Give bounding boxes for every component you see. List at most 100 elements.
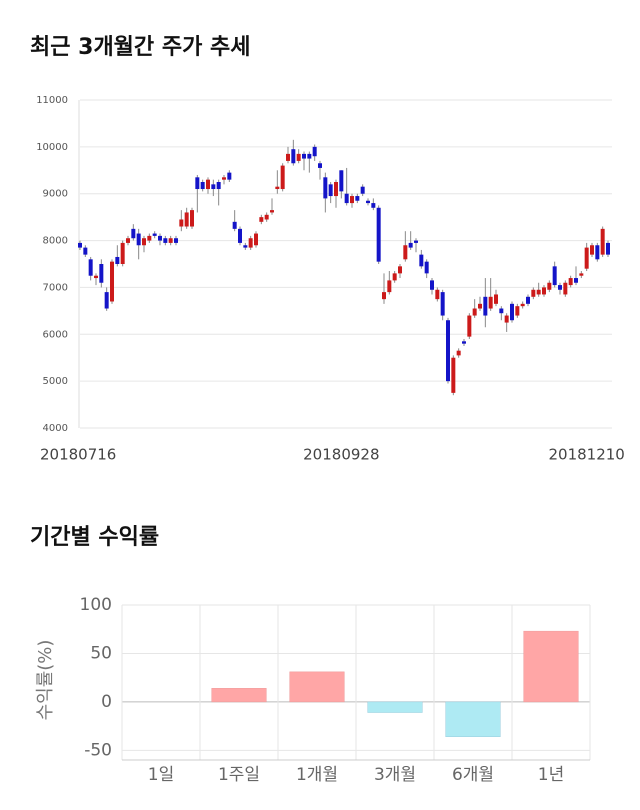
y-axis-label: 수익률(%) xyxy=(35,640,56,721)
candle-body xyxy=(472,308,477,316)
candle-body xyxy=(595,245,600,260)
candle-body xyxy=(435,289,440,300)
candle-body xyxy=(387,280,392,293)
candle-body xyxy=(355,196,360,201)
candle-body xyxy=(248,238,253,248)
x-tick-label: 3개월 xyxy=(374,765,416,785)
candle-body xyxy=(195,177,200,190)
y-tick-label: -50 xyxy=(84,740,112,760)
candle-body xyxy=(531,289,536,297)
candle-body xyxy=(238,228,242,243)
candle-body xyxy=(446,320,450,382)
candle-body xyxy=(302,153,306,159)
y-tick-label: 4000 xyxy=(43,423,68,434)
candle-body xyxy=(478,303,482,309)
candle-body xyxy=(168,238,173,243)
y-tick-label: 7000 xyxy=(43,282,68,293)
candle-body xyxy=(110,261,114,302)
candle-body xyxy=(419,254,424,267)
candle-body xyxy=(499,308,504,314)
candle-body xyxy=(264,214,269,220)
chart-title: 최근 3개월간 주가 추세 xyxy=(30,35,250,60)
x-tick-label: 1주일 xyxy=(218,765,260,785)
candle-body xyxy=(312,146,317,157)
candle-body xyxy=(579,273,584,276)
candle-body xyxy=(222,177,226,180)
candle-body xyxy=(344,193,349,204)
candle-body xyxy=(291,149,296,164)
candle-body xyxy=(408,242,413,248)
candle-body xyxy=(414,240,418,243)
candle-body xyxy=(451,357,456,393)
candle-body xyxy=(376,207,381,262)
candle-body xyxy=(350,196,354,204)
candle-body xyxy=(83,247,88,255)
candle-body xyxy=(88,259,93,276)
y-tick-label: 9000 xyxy=(43,189,68,200)
candle-body xyxy=(403,245,408,260)
candle-body xyxy=(440,292,445,316)
candle-body xyxy=(200,182,205,190)
candle-body xyxy=(590,245,594,255)
candle-body xyxy=(99,264,104,283)
candle-body xyxy=(526,296,530,304)
bar xyxy=(367,701,423,713)
y-tick-label: 10000 xyxy=(36,142,68,153)
candle-body xyxy=(536,289,541,295)
candle-body xyxy=(504,315,509,323)
candle-body xyxy=(584,247,589,269)
bar xyxy=(445,701,501,737)
candle-body xyxy=(158,235,162,241)
candle-body xyxy=(600,228,605,255)
candle-body xyxy=(120,242,125,264)
candle-body xyxy=(483,296,488,316)
candle-body xyxy=(152,233,157,236)
x-tick-label: 1년 xyxy=(538,765,564,785)
candle-body xyxy=(323,177,328,199)
candle-body xyxy=(494,294,498,304)
candle-body xyxy=(227,172,232,180)
candle-body xyxy=(318,163,322,168)
candle-body xyxy=(296,153,301,161)
candle-body xyxy=(270,210,274,213)
candle-body xyxy=(456,350,461,356)
candle-body xyxy=(462,341,466,344)
candle-body xyxy=(280,165,285,190)
candle-body xyxy=(232,221,237,229)
candle-body xyxy=(552,266,557,286)
candle-body xyxy=(184,212,189,227)
x-tick-label: 1개월 xyxy=(296,765,338,785)
candle-body xyxy=(142,238,146,246)
candle-body xyxy=(216,182,221,190)
x-tick-label: 20181210 xyxy=(548,446,624,464)
candle-body xyxy=(328,184,333,197)
candle-body xyxy=(547,282,552,290)
candle-body xyxy=(286,153,290,161)
candle-body xyxy=(78,242,82,248)
chart-title: 기간별 수익률 xyxy=(30,525,159,550)
x-tick-label: 20180716 xyxy=(40,446,116,464)
candle-body xyxy=(94,275,98,279)
candle-body xyxy=(568,278,573,286)
candle-body xyxy=(334,182,338,197)
candle-body xyxy=(574,278,578,283)
bar xyxy=(211,688,267,703)
candle-body xyxy=(366,200,370,204)
candle-body xyxy=(558,285,562,290)
candle-body xyxy=(115,256,120,264)
candle-body xyxy=(360,186,365,194)
candle-body xyxy=(563,282,568,295)
candle-body xyxy=(243,245,248,248)
candle-body xyxy=(211,184,216,190)
candle-body xyxy=(398,266,402,274)
candle-body xyxy=(174,238,178,243)
candle-body xyxy=(275,186,280,190)
x-tick-label: 20180928 xyxy=(303,446,379,464)
candle-body xyxy=(126,238,130,243)
candle-body xyxy=(488,296,493,309)
candle-body xyxy=(131,228,136,239)
y-tick-label: 5000 xyxy=(43,376,68,387)
candle-body xyxy=(520,303,525,307)
y-tick-label: 8000 xyxy=(43,236,68,247)
candle-body xyxy=(259,217,264,222)
